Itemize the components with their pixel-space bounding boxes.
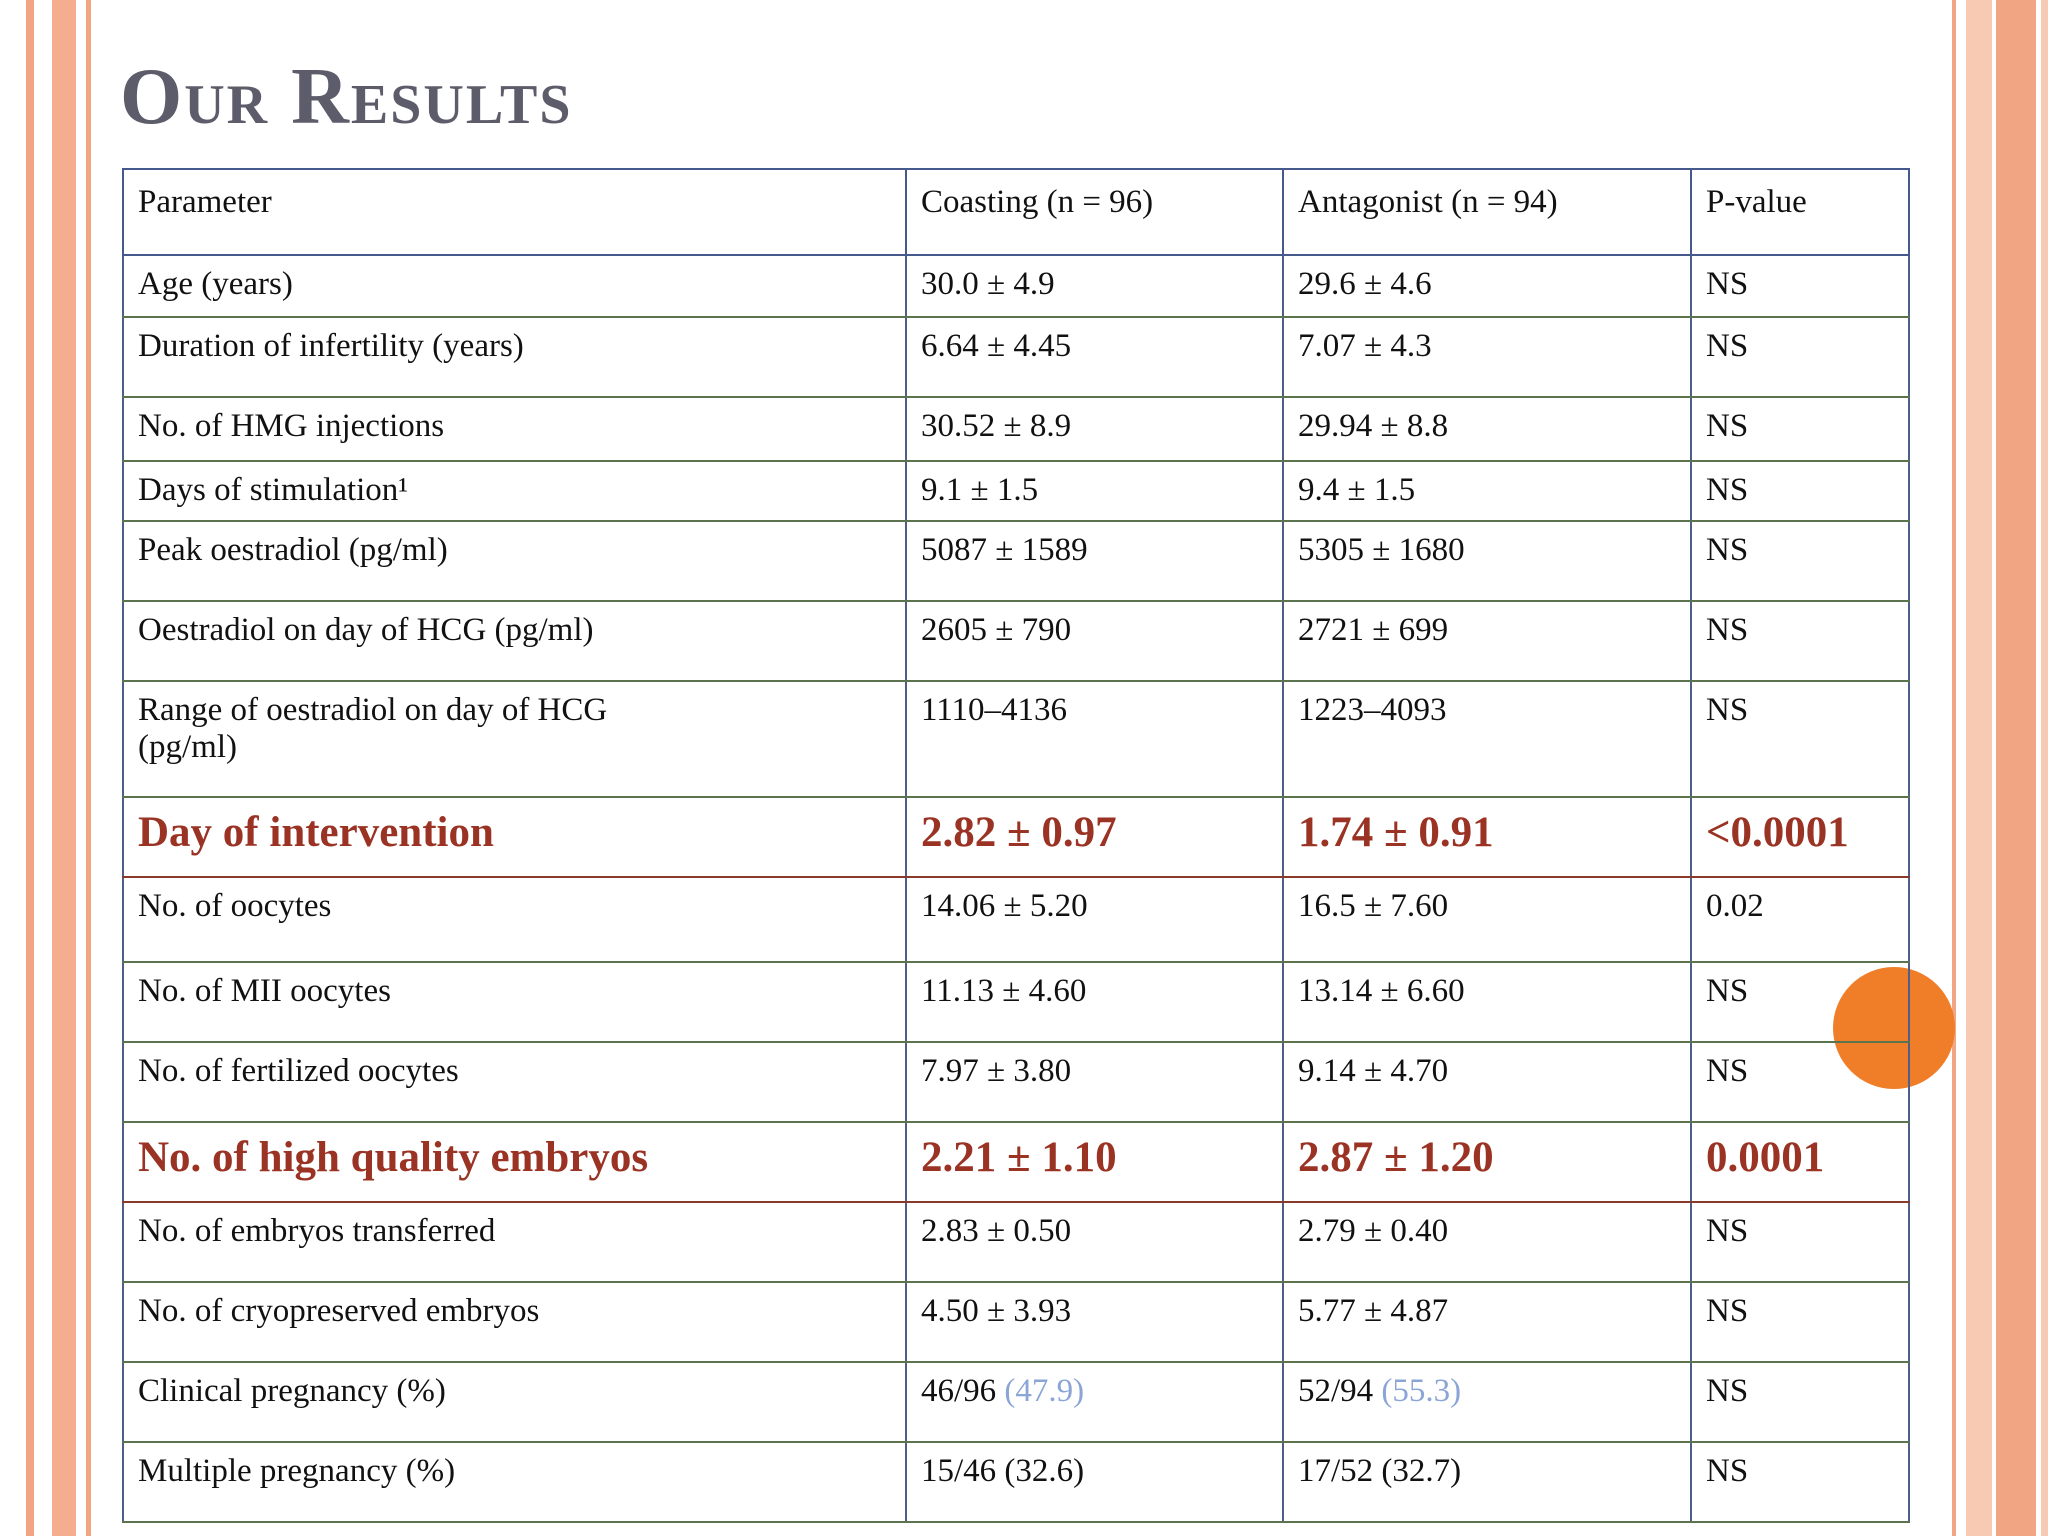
p-value-cell: NS	[1690, 961, 1910, 1043]
parameter-cell: No. of high quality embryos	[122, 1121, 907, 1203]
value-cell: 2721 ± 699	[1282, 600, 1692, 682]
right-stripe	[1966, 0, 1992, 1536]
table-header: Parameter Coasting (n = 96) Antagonist (…	[122, 168, 1910, 256]
table-row: No. of fertilized oocytes 7.97 ± 3.80 9.14…	[122, 1041, 1910, 1123]
value-cell: 46/96 (47.9)	[905, 1361, 1284, 1443]
value-cell: 2.83 ± 0.50	[905, 1201, 1284, 1283]
value-cell: 1110–4136	[905, 680, 1284, 798]
percentage-note: (47.9)	[1004, 1373, 1085, 1409]
p-value-cell: NS	[1690, 520, 1910, 602]
value-cell: 2.87 ± 1.20	[1282, 1121, 1692, 1203]
header-parameter: Parameter	[122, 168, 907, 256]
parameter-cell: Age (years)	[122, 254, 907, 318]
p-value-cell: NS	[1690, 1361, 1910, 1443]
left-stripe	[52, 0, 76, 1536]
table-row: Range of oestradiol on day of HCG (pg/ml…	[122, 680, 1910, 798]
parameter-cell: No. of HMG injections	[122, 396, 907, 462]
value-cell: 30.52 ± 8.9	[905, 396, 1284, 462]
table-row: No. of oocytes 14.06 ± 5.20 16.5 ± 7.60 0.0…	[122, 876, 1910, 963]
parameter-cell: No. of MII oocytes	[122, 961, 907, 1043]
p-value-cell: NS	[1690, 1281, 1910, 1363]
table-row: Oestradiol on day of HCG (pg/ml) 2605 ± 7…	[122, 600, 1910, 682]
parameter-cell: Oestradiol on day of HCG (pg/ml)	[122, 600, 907, 682]
value-cell: 2.21 ± 1.10	[905, 1121, 1284, 1203]
parameter-cell: Duration of infertility (years)	[122, 316, 907, 398]
p-value-cell: NS	[1690, 460, 1910, 522]
parameter-cell: No. of fertilized oocytes	[122, 1041, 907, 1123]
parameter-cell: Peak oestradiol (pg/ml)	[122, 520, 907, 602]
table-row: Duration of infertility (years) 6.64 ± 4.…	[122, 316, 1910, 398]
value-cell: 2.79 ± 0.40	[1282, 1201, 1692, 1283]
p-value-cell: 0.02	[1690, 876, 1910, 963]
parameter-cell: No. of embryos transferred	[122, 1201, 907, 1283]
value-cell: 2605 ± 790	[905, 600, 1284, 682]
parameter-cell: Day of intervention	[122, 796, 907, 878]
value-cell: 13.14 ± 6.60	[1282, 961, 1692, 1043]
right-stripe	[1996, 0, 2036, 1536]
parameter-cell: Clinical pregnancy (%)	[122, 1361, 907, 1443]
table-row: Age (years) 30.0 ± 4.9 29.6 ± 4.6 NS	[122, 254, 1910, 318]
header-coasting: Coasting (n = 96)	[905, 168, 1284, 256]
table-row: Day of intervention 2.82 ± 0.97 1.74 ± 0.9…	[122, 796, 1910, 878]
value-cell: 52/94 (55.3)	[1282, 1361, 1692, 1443]
table-row: Days of stimulation¹ 9.1 ± 1.5 9.4 ± 1.5 NS	[122, 460, 1910, 522]
right-stripe	[2041, 0, 2048, 1536]
p-value-cell: NS	[1690, 1441, 1910, 1523]
table-row: No. of embryos transferred 2.83 ± 0.50 2.7…	[122, 1201, 1910, 1283]
p-value-cell: NS	[1690, 1041, 1910, 1123]
p-value-cell: NS	[1690, 600, 1910, 682]
parameter-cell: No. of oocytes	[122, 876, 907, 963]
parameter-cell: Days of stimulation¹	[122, 460, 907, 522]
value-cell: 2.82 ± 0.97	[905, 796, 1284, 878]
value-cell: 17/52 (32.7)	[1282, 1441, 1692, 1523]
value-cell: 1223–4093	[1282, 680, 1692, 798]
table-row: No. of MII oocytes 11.13 ± 4.60 13.14 ± 6.…	[122, 961, 1910, 1043]
value-cell: 16.5 ± 7.60	[1282, 876, 1692, 963]
header-antagonist: Antagonist (n = 94)	[1282, 168, 1692, 256]
value-cell: 30.0 ± 4.9	[905, 254, 1284, 318]
results-table: Parameter Coasting (n = 96) Antagonist (…	[122, 168, 1910, 1523]
value-cell: 9.4 ± 1.5	[1282, 460, 1692, 522]
value-cell: 11.13 ± 4.60	[905, 961, 1284, 1043]
p-value-cell: NS	[1690, 316, 1910, 398]
table-row: No. of cryopreserved embryos 4.50 ± 3.93 5…	[122, 1281, 1910, 1363]
parameter-cell: Multiple pregnancy (%)	[122, 1441, 907, 1523]
value-cell: 29.6 ± 4.6	[1282, 254, 1692, 318]
header-p-value: P-value	[1690, 168, 1910, 256]
left-stripe	[26, 0, 34, 1536]
value-cell: 4.50 ± 3.93	[905, 1281, 1284, 1363]
value-cell: 6.64 ± 4.45	[905, 316, 1284, 398]
value-cell: 14.06 ± 5.20	[905, 876, 1284, 963]
p-value-cell: <0.0001	[1690, 796, 1910, 878]
left-stripe	[86, 0, 91, 1536]
value-cell: 7.97 ± 3.80	[905, 1041, 1284, 1123]
table-row: Peak oestradiol (pg/ml) 5087 ± 1589 5305 ±…	[122, 520, 1910, 602]
value-cell: 9.1 ± 1.5	[905, 460, 1284, 522]
value-cell: 5305 ± 1680	[1282, 520, 1692, 602]
parameter-cell: Range of oestradiol on day of HCG (pg/ml…	[122, 680, 907, 798]
table-row: Clinical pregnancy (%) 46/96 (47.9) 52/94 …	[122, 1361, 1910, 1443]
value-cell: 7.07 ± 4.3	[1282, 316, 1692, 398]
value-cell: 29.94 ± 8.8	[1282, 396, 1692, 462]
table-row: No. of high quality embryos 2.21 ± 1.10 2.…	[122, 1121, 1910, 1203]
p-value-cell: NS	[1690, 680, 1910, 798]
value-cell: 1.74 ± 0.91	[1282, 796, 1692, 878]
p-value-cell: NS	[1690, 1201, 1910, 1283]
parameter-cell: No. of cryopreserved embryos	[122, 1281, 907, 1363]
percentage-note: (55.3)	[1381, 1373, 1462, 1409]
value-cell: 5087 ± 1589	[905, 520, 1284, 602]
p-value-cell: NS	[1690, 254, 1910, 318]
value-cell: 9.14 ± 4.70	[1282, 1041, 1692, 1123]
value-cell: 15/46 (32.6)	[905, 1441, 1284, 1523]
p-value-cell: 0.0001	[1690, 1121, 1910, 1203]
results-table-body: Age (years) 30.0 ± 4.9 29.6 ± 4.6 NS Duratio…	[122, 254, 1910, 1523]
right-stripe	[1952, 0, 1956, 1536]
page-title: Our Results	[120, 53, 573, 141]
p-value-cell: NS	[1690, 396, 1910, 462]
header-row: Parameter Coasting (n = 96) Antagonist (…	[122, 168, 1910, 256]
table-row: Multiple pregnancy (%) 15/46 (32.6) 17/52 …	[122, 1441, 1910, 1523]
table-row: No. of HMG injections 30.52 ± 8.9 29.94 ± …	[122, 396, 1910, 462]
value-cell: 5.77 ± 4.87	[1282, 1281, 1692, 1363]
